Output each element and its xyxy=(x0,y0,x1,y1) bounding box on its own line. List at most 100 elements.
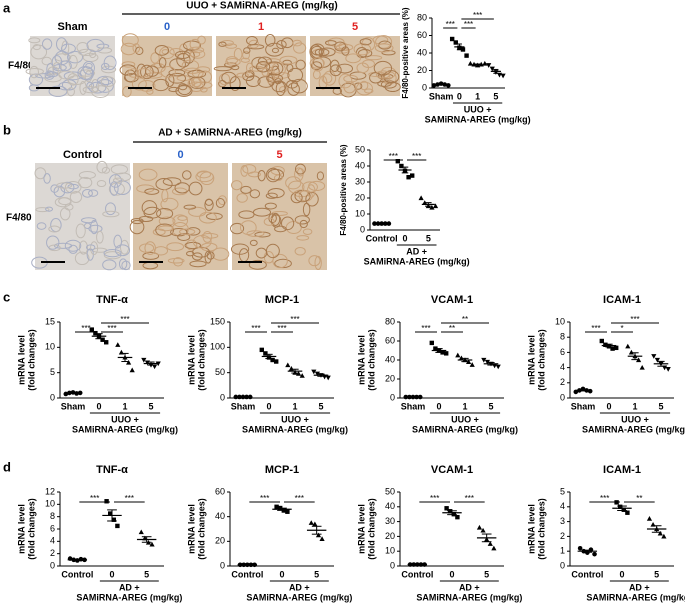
tissue-texture xyxy=(271,47,279,54)
tissue-texture xyxy=(113,180,131,195)
y-tick-label: 150 xyxy=(210,316,225,326)
significance-label: *** xyxy=(591,324,600,333)
tissue-texture xyxy=(132,43,141,53)
tissue-texture xyxy=(85,244,96,251)
data-point xyxy=(111,517,116,522)
x-tick-label: Control xyxy=(366,233,398,243)
y-tick-label: 0 xyxy=(360,224,365,234)
y-tick-label: 40 xyxy=(215,511,225,521)
y-axis-label: (fold changes) xyxy=(536,498,546,560)
tissue-texture xyxy=(359,80,369,91)
data-point xyxy=(422,200,428,205)
data-point xyxy=(406,175,411,180)
y-axis-label: mRNA level xyxy=(526,335,536,385)
y-axis-label: mRNA level xyxy=(16,335,26,385)
y-tick-label: 0 xyxy=(390,392,395,402)
data-point xyxy=(453,40,458,45)
tissue-texture xyxy=(236,193,248,203)
tissue-texture xyxy=(242,50,250,60)
data-point xyxy=(126,359,132,365)
group-label: UUO + xyxy=(111,414,139,424)
tissue-texture xyxy=(113,234,123,249)
tissue-texture xyxy=(186,250,195,257)
tissue-texture xyxy=(156,208,174,220)
image-label: 1 xyxy=(258,21,264,33)
tissue-texture xyxy=(329,64,342,77)
image-label: 5 xyxy=(276,149,282,161)
group-label: AD + xyxy=(406,246,427,256)
tissue-texture xyxy=(243,47,251,54)
tissue-texture xyxy=(74,251,90,266)
tissue-texture xyxy=(160,197,179,211)
data-point xyxy=(665,367,671,372)
tissue-texture xyxy=(143,206,162,219)
tissue-texture xyxy=(168,72,187,84)
data-point xyxy=(104,499,109,504)
y-tick-label: 30 xyxy=(385,516,395,526)
tissue-texture xyxy=(225,56,239,64)
tissue-texture xyxy=(161,189,169,203)
tissue-texture xyxy=(302,228,313,235)
tissue-texture xyxy=(100,76,116,88)
group-label: SAMiRNA-AREG (mg/kg) xyxy=(242,424,348,434)
tissue-texture xyxy=(60,43,76,54)
tissue-texture xyxy=(240,165,249,177)
y-axis-label: (fold changes) xyxy=(26,329,36,391)
data-point xyxy=(312,521,318,527)
tissue-texture xyxy=(44,70,55,80)
tissue-texture xyxy=(64,239,82,252)
tissue-texture xyxy=(189,38,201,50)
data-point xyxy=(138,529,144,535)
data-point xyxy=(149,541,155,547)
data-point xyxy=(599,338,604,344)
group-label: SAMiRNA-AREG (mg/kg) xyxy=(246,592,352,602)
x-tick-label: Sham xyxy=(401,401,426,411)
tissue-texture xyxy=(175,85,193,97)
tissue-texture xyxy=(167,258,185,264)
tissue-texture xyxy=(48,85,68,97)
data-point xyxy=(486,63,492,68)
x-tick-label: 0 xyxy=(457,91,462,101)
x-tick-label: 5 xyxy=(314,569,319,579)
tissue-texture xyxy=(90,241,99,256)
data-point xyxy=(386,221,392,226)
tissue-texture xyxy=(43,173,51,184)
tissue-texture xyxy=(231,64,240,71)
tissue-texture xyxy=(195,66,211,74)
chart-title: MCP-1 xyxy=(265,464,299,476)
tissue-texture xyxy=(201,233,219,239)
tissue-texture xyxy=(373,60,393,76)
tissue-texture xyxy=(144,72,163,79)
y-tick-label: 2 xyxy=(560,531,565,541)
data-point xyxy=(100,337,105,342)
chart-title: TNF-α xyxy=(96,464,128,476)
tissue-texture xyxy=(75,223,86,239)
tissue-texture xyxy=(30,44,48,60)
tissue-texture xyxy=(103,248,122,258)
significance-label: ** xyxy=(636,494,642,503)
panel-letter: a xyxy=(3,0,11,15)
tissue-texture xyxy=(199,211,217,224)
y-tick-label: 8 xyxy=(560,332,565,342)
y-tick-label: 50 xyxy=(215,367,225,377)
tissue-texture xyxy=(150,52,160,64)
tissue-texture xyxy=(230,222,245,235)
data-point xyxy=(491,545,497,551)
y-tick-label: 3 xyxy=(560,516,565,526)
tissue-texture xyxy=(35,207,50,213)
tissue-texture xyxy=(188,181,203,196)
tissue-texture xyxy=(97,47,113,54)
significance-label: *** xyxy=(277,324,286,333)
x-tick-label: 0 xyxy=(402,233,407,243)
tissue-texture xyxy=(375,35,393,49)
data-point xyxy=(618,504,623,509)
data-point xyxy=(587,388,593,394)
tissue-texture xyxy=(188,206,207,217)
y-tick-label: 80 xyxy=(417,12,427,22)
tissue-texture xyxy=(264,202,277,210)
tissue-texture xyxy=(355,81,373,96)
tissue-texture xyxy=(245,75,261,88)
row-label: F4/80 xyxy=(8,61,34,72)
chart-title: ICAM-1 xyxy=(603,294,641,306)
y-axis-label: mRNA level xyxy=(16,504,26,554)
